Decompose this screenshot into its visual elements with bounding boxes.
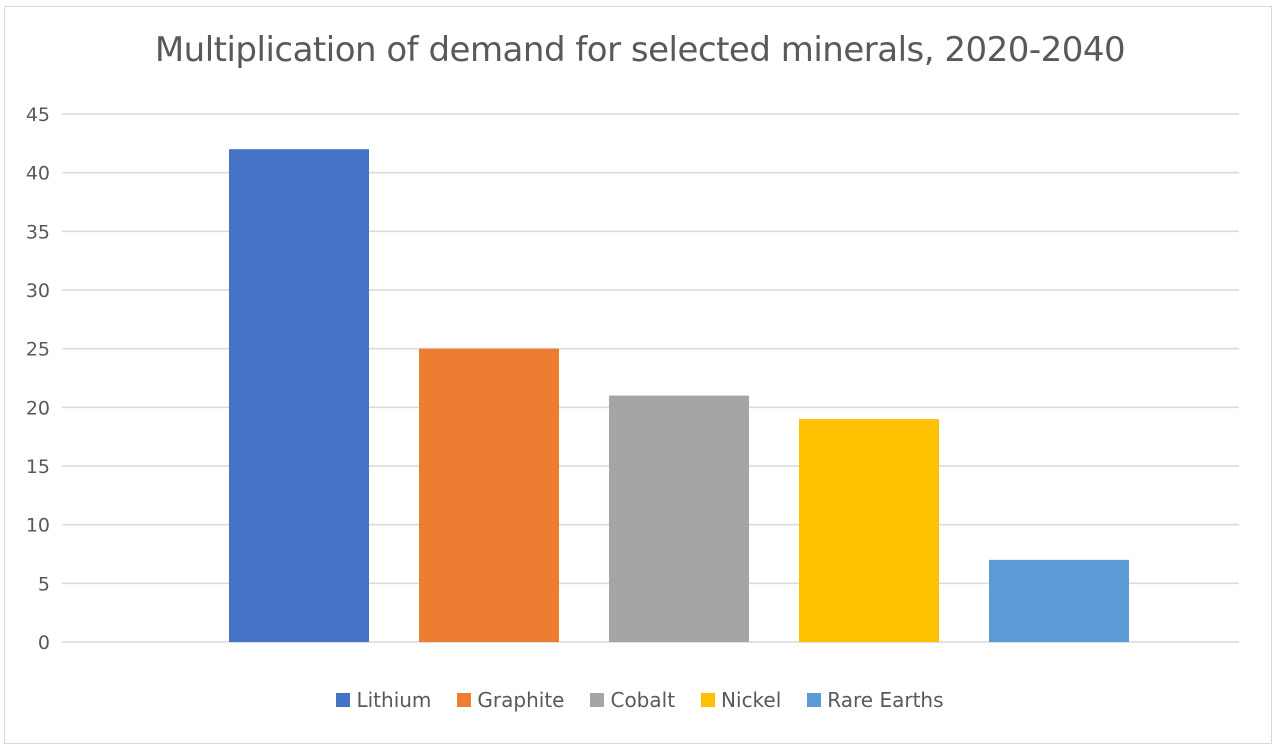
legend-item: Graphite xyxy=(457,688,564,712)
legend-swatch xyxy=(807,693,822,707)
legend-item: Rare Earths xyxy=(807,688,944,712)
bar-nickel xyxy=(799,419,939,642)
legend-label: Rare Earths xyxy=(827,688,944,712)
chart-title: Multiplication of demand for selected mi… xyxy=(154,30,1126,70)
legend-label: Lithium xyxy=(356,688,432,712)
y-tick-label: 5 xyxy=(38,573,50,595)
y-tick-label: 25 xyxy=(26,339,50,361)
legend-swatch xyxy=(457,693,472,707)
y-axis-ticks: 0 5 10 15 20 25 30 35 40 45 xyxy=(26,104,50,654)
y-tick-label: 10 xyxy=(26,515,50,537)
legend-swatch xyxy=(590,693,605,707)
legend-label: Cobalt xyxy=(610,688,676,712)
legend-label: Graphite xyxy=(477,688,565,712)
bar-lithium xyxy=(229,149,369,642)
legend-label: Nickel xyxy=(721,688,782,712)
legend-item: Lithium xyxy=(336,688,431,712)
y-tick-label: 45 xyxy=(26,104,50,126)
y-tick-label: 0 xyxy=(38,632,50,654)
y-tick-label: 35 xyxy=(26,221,50,243)
bars xyxy=(229,149,1129,642)
legend-swatch xyxy=(336,693,351,707)
bar-graphite xyxy=(419,348,559,642)
y-tick-label: 15 xyxy=(26,456,50,478)
y-tick-label: 40 xyxy=(26,163,50,185)
bar-rare-earths xyxy=(989,559,1129,642)
y-tick-label: 30 xyxy=(26,280,50,302)
y-tick-label: 20 xyxy=(26,397,50,419)
bar-cobalt xyxy=(609,395,749,642)
legend-item: Nickel xyxy=(701,688,781,712)
legend-swatch xyxy=(701,693,716,707)
legend-item: Cobalt xyxy=(590,688,675,712)
legend: Lithium Graphite Cobalt Nickel Rare Earths xyxy=(0,688,1280,712)
